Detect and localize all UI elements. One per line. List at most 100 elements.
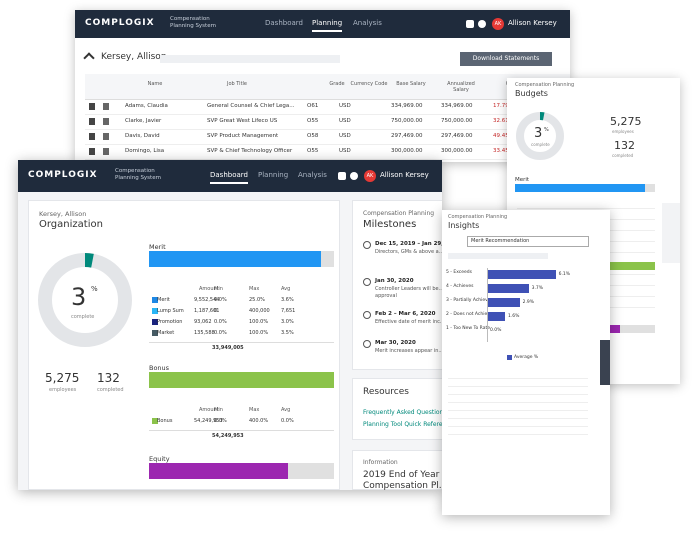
percent-unit: % bbox=[91, 285, 98, 293]
table-cell: Domingo, Lisa bbox=[125, 148, 165, 154]
donut bbox=[38, 253, 132, 347]
icon bbox=[350, 172, 358, 180]
insights-panel: Compensation Planning Insights Merit Recom… bbox=[442, 210, 610, 515]
information-card: Information 2019 End of Year Compensation… bbox=[352, 450, 442, 490]
employees-label: employees bbox=[612, 129, 634, 134]
table-cell: Promotion bbox=[157, 319, 183, 325]
kicker: Compensation Planning bbox=[448, 214, 508, 220]
value-label: 0.0% bbox=[490, 328, 502, 333]
table-cell: 93,062 bbox=[194, 319, 212, 325]
table-cell: 3.6% bbox=[281, 297, 294, 303]
sidebar bbox=[662, 203, 680, 263]
total: 54,249,953 bbox=[212, 433, 244, 439]
progress-bar bbox=[149, 251, 322, 267]
category-label: 5 - Exceeds bbox=[446, 270, 472, 275]
table-cell: 750,000.00 bbox=[391, 118, 423, 124]
section-label: Merit bbox=[149, 243, 166, 251]
avatar: AK bbox=[364, 170, 376, 182]
nav-tab[interactable]: Analysis bbox=[353, 19, 382, 27]
panel-title: Budgets bbox=[515, 89, 548, 98]
bar bbox=[487, 312, 505, 321]
icon bbox=[103, 103, 109, 110]
user-menu[interactable]: Allison Kersey bbox=[508, 19, 557, 27]
table-cell: 0.0% bbox=[214, 297, 227, 303]
placeholder-line bbox=[448, 434, 588, 435]
milestone-text: Controller Leaders will be... approval bbox=[375, 286, 442, 299]
back-arrow bbox=[83, 52, 95, 64]
nav-tab[interactable]: Dashboard bbox=[265, 19, 303, 27]
bar bbox=[487, 284, 529, 293]
donut-progress bbox=[38, 253, 132, 347]
logo: COMPLOGIX bbox=[85, 18, 155, 28]
total-rule bbox=[149, 430, 334, 431]
milestone-date: Mar 30, 2020 bbox=[375, 340, 416, 346]
column-header: Grade bbox=[329, 81, 345, 87]
table-cell: Merit bbox=[157, 297, 170, 303]
bar bbox=[487, 298, 520, 307]
employee-name: Kersey, Allison bbox=[101, 52, 167, 62]
table-cell: 1,187,601 bbox=[194, 308, 220, 314]
column-header: Base Salary bbox=[396, 81, 426, 87]
table-cell: 100.0% bbox=[249, 319, 269, 325]
section-label: Equity bbox=[149, 455, 170, 463]
employees-label: employees bbox=[49, 387, 77, 393]
dropdown[interactable]: Merit Recommendation bbox=[467, 236, 589, 247]
resources-card: Resources Frequently Asked Questions Plann… bbox=[352, 378, 442, 440]
table-cell: SVP & Chief Technology Officer bbox=[207, 148, 293, 154]
nav-tab[interactable]: Planning bbox=[312, 19, 343, 32]
table-cell: 7,651 bbox=[281, 308, 296, 314]
user-menu[interactable]: Allison Kersey bbox=[380, 171, 429, 179]
table-cell: Clarke, Javier bbox=[125, 118, 162, 124]
table-cell: 300,000.00 bbox=[391, 148, 423, 154]
column-header: Currency Code bbox=[350, 81, 388, 87]
icon bbox=[89, 103, 95, 110]
table-row bbox=[85, 100, 570, 115]
table-row bbox=[85, 145, 570, 160]
milestone-icon bbox=[363, 278, 371, 286]
table-cell: 3.5% bbox=[281, 330, 294, 336]
table-cell: 0.0% bbox=[214, 330, 227, 336]
placeholder-line bbox=[448, 410, 588, 411]
logo: COMPLOGIX bbox=[28, 170, 98, 180]
app-name: Compensation Planning System bbox=[115, 168, 161, 181]
tabs bbox=[448, 253, 548, 259]
table-row bbox=[85, 130, 570, 145]
section-label: Bonus bbox=[149, 364, 170, 372]
table-cell: Adams, Claudia bbox=[125, 103, 168, 109]
table-cell: 0 bbox=[214, 308, 218, 314]
table-cell: Davis, David bbox=[125, 133, 160, 139]
download-button[interactable]: Download Statements bbox=[460, 52, 552, 66]
total-rule bbox=[149, 342, 334, 343]
milestone-text: Effective date of merit inc... bbox=[375, 319, 442, 325]
table-cell: 297,469.00 bbox=[441, 133, 473, 139]
organization-card: Kersey, Allison Organization 3% complete 5,2… bbox=[28, 200, 340, 490]
icon bbox=[89, 133, 95, 140]
nav-tab[interactable]: Dashboard bbox=[210, 171, 248, 184]
milestone-date: Jan 30, 2020 bbox=[375, 278, 414, 284]
resource-link[interactable]: Frequently Asked Questions bbox=[363, 409, 442, 416]
toolbar bbox=[600, 340, 610, 385]
nav-tab[interactable]: Planning bbox=[258, 171, 289, 179]
table-cell: Bonus bbox=[157, 418, 173, 424]
icon bbox=[478, 20, 486, 28]
table-cell: 54,249,953 bbox=[194, 418, 223, 424]
category-label: 2 - Does not Achieve bbox=[446, 312, 493, 317]
completed-label: completed bbox=[97, 387, 124, 393]
column-header: Amount bbox=[199, 407, 219, 413]
employees: 5,275 bbox=[610, 115, 642, 128]
table-cell: 0.0% bbox=[214, 418, 227, 424]
percent: 3 bbox=[71, 283, 87, 311]
table-row bbox=[85, 115, 570, 130]
table-cell: 32.61% bbox=[493, 118, 514, 124]
nav-tab[interactable]: Analysis bbox=[298, 171, 327, 179]
table-cell: 135,588 bbox=[194, 330, 215, 336]
table-cell: 100.0% bbox=[249, 330, 269, 336]
table-cell: 49.45% bbox=[493, 133, 514, 139]
icon bbox=[103, 148, 109, 155]
column-header: Avg bbox=[281, 286, 291, 292]
value-label: 2.9% bbox=[522, 300, 535, 305]
section-label: Merit bbox=[515, 177, 530, 183]
placeholder-line bbox=[448, 402, 588, 403]
resource-link[interactable]: Planning Tool Quick Reference bbox=[363, 421, 442, 428]
